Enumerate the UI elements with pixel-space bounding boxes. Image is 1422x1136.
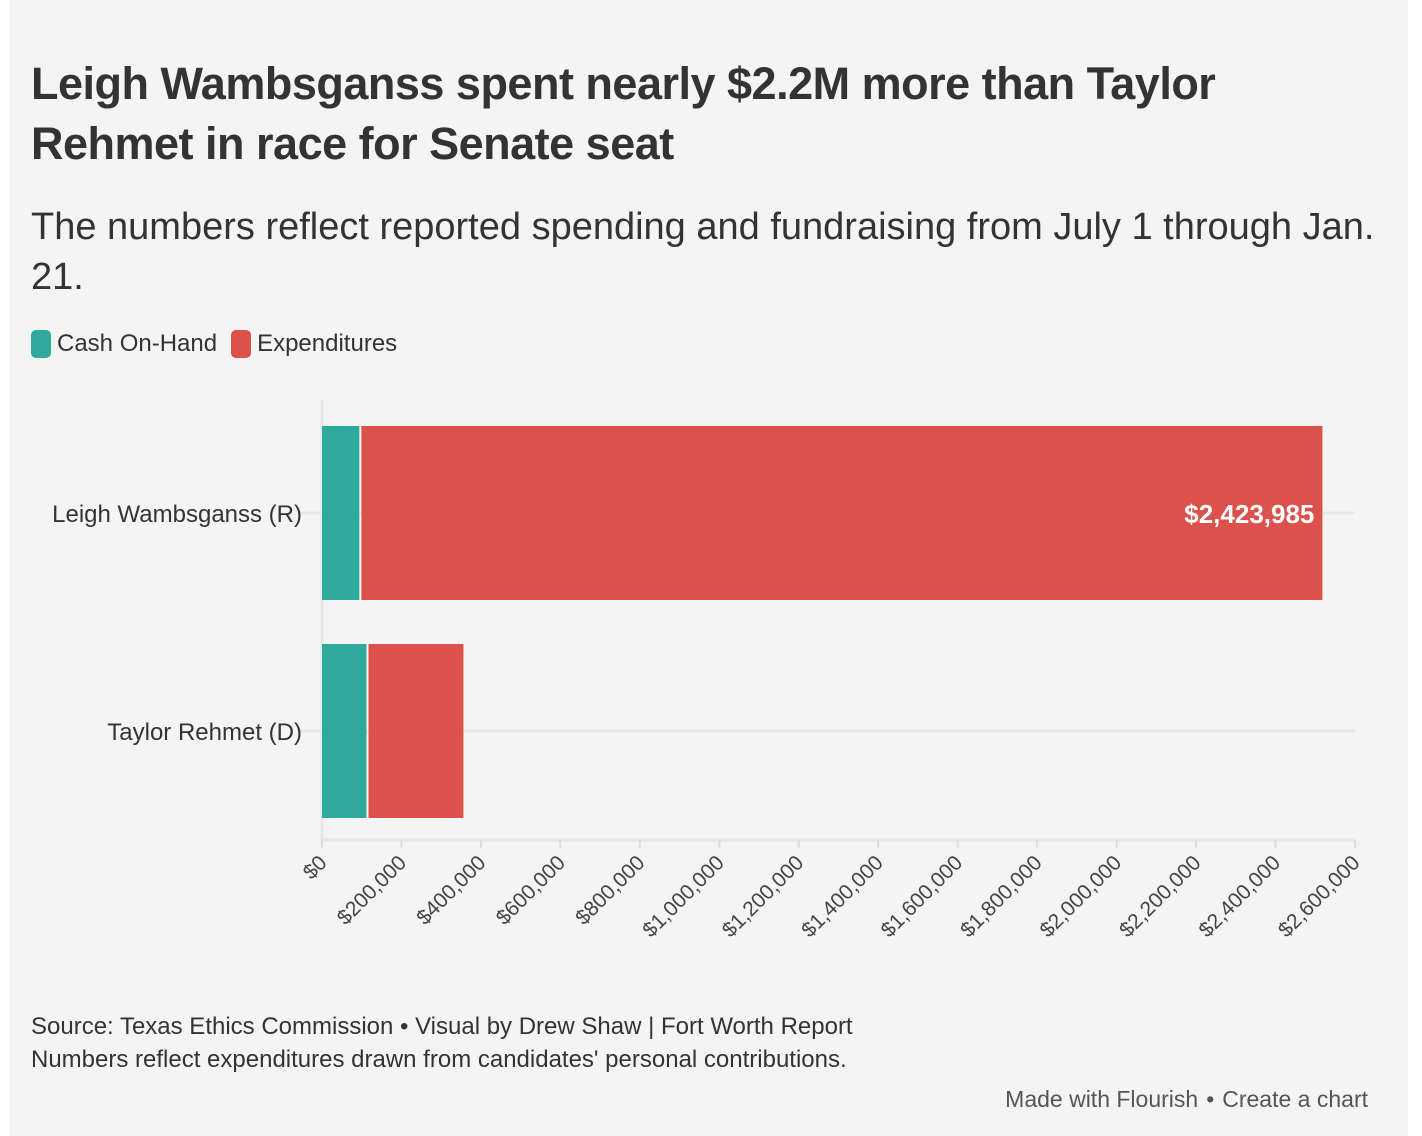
x-tick-label: $1,400,000 <box>797 851 888 942</box>
bar-expenditures <box>368 644 464 818</box>
x-tick-label: $2,000,000 <box>1036 851 1127 942</box>
bar-cash-on-hand <box>322 426 360 600</box>
legend-label-expenditures: Expenditures <box>257 330 398 357</box>
legend-swatch-cash <box>31 330 51 358</box>
create-chart-link[interactable]: Create a chart <box>1222 1086 1368 1112</box>
x-tick-label: $600,000 <box>492 851 570 929</box>
legend-swatch-expenditures <box>231 330 252 358</box>
x-tick-label: $2,400,000 <box>1194 851 1285 942</box>
category-label: Leigh Wambsganss (R) <box>52 501 302 528</box>
category-label: Taylor Rehmet (D) <box>107 719 302 746</box>
separator: • <box>1206 1086 1215 1112</box>
legend-item-expenditures[interactable]: Expenditures <box>231 330 397 358</box>
source-text: Source: Texas Ethics Commission • Visual… <box>31 1013 853 1040</box>
chart-title: Leigh Wambsganss spent nearly $2.2M more… <box>31 58 1216 169</box>
legend-label-cash: Cash On-Hand <box>57 330 218 357</box>
flourish-credit: Made with Flourish • Create a chart <box>1001 1086 1372 1113</box>
bar-expenditures <box>361 426 1323 600</box>
chart-subtitle: The numbers reflect reported spending an… <box>31 206 1375 298</box>
x-tick-label: $1,000,000 <box>638 851 729 942</box>
x-tick-label: $200,000 <box>333 851 411 929</box>
x-tick-label: $2,600,000 <box>1274 851 1365 942</box>
x-tick-label: $0 <box>299 851 332 884</box>
legend: Cash On-Hand Expenditures <box>31 330 411 358</box>
footer: Source: Texas Ethics Commission • Visual… <box>31 1010 853 1076</box>
x-tick-label: $1,800,000 <box>956 851 1047 942</box>
x-tick-label: $1,200,000 <box>718 851 809 942</box>
x-tick-label: $1,600,000 <box>877 851 968 942</box>
x-tick-label: $800,000 <box>571 851 649 929</box>
x-tick-label: $2,200,000 <box>1115 851 1206 942</box>
x-tick-label: $400,000 <box>412 851 490 929</box>
bar-chart: $0 $200,000 $400,000 $600,000 $800,000$1,000… <box>52 400 1365 942</box>
bar-cash-on-hand <box>322 644 367 818</box>
note-text: Numbers reflect expenditures drawn from … <box>31 1046 847 1073</box>
data-label: $2,423,985 <box>1184 499 1314 529</box>
legend-item-cash[interactable]: Cash On-Hand <box>31 330 217 358</box>
made-with-flourish-link[interactable]: Made with Flourish <box>1005 1086 1199 1112</box>
